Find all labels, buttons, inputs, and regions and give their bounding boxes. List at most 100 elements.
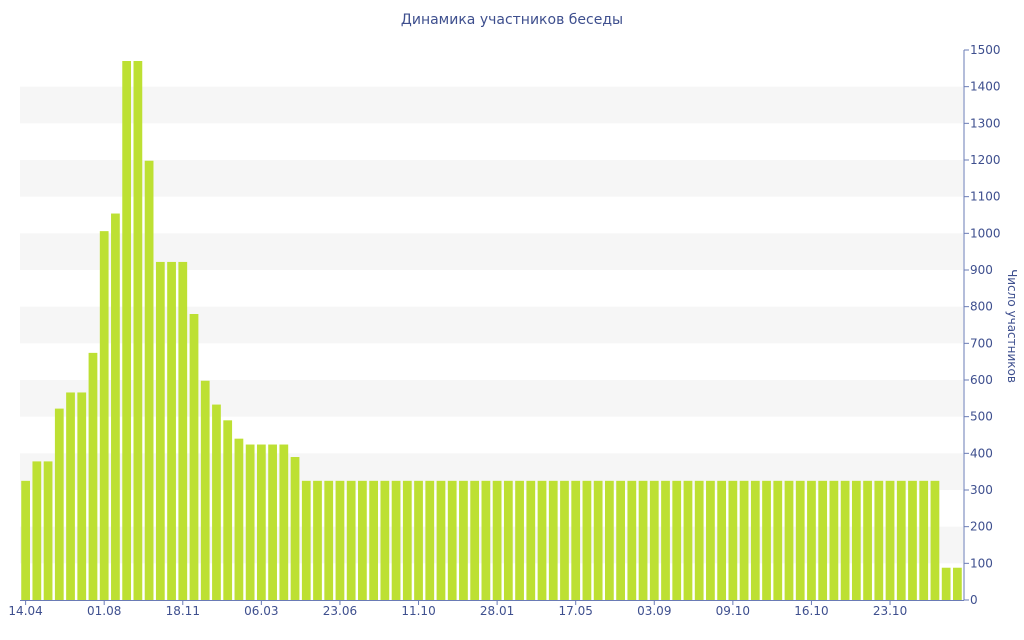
y-tick-label: 100 (970, 556, 993, 570)
y-tick-label: 1000 (970, 226, 1001, 240)
y-tick-label: 500 (970, 410, 993, 424)
bar (896, 480, 906, 600)
grid-band (20, 86, 963, 124)
x-tick-label: 28.01 (480, 604, 514, 618)
x-tick-label: 11.10 (401, 604, 435, 618)
bar (638, 480, 648, 600)
bar (492, 480, 502, 600)
bar (313, 480, 322, 600)
y-tick-label: 0 (970, 593, 978, 607)
y-tick-label: 1100 (970, 190, 1001, 204)
bar (661, 480, 670, 600)
x-tick-label: 23.10 (873, 604, 907, 618)
bar (256, 444, 266, 600)
bar (694, 480, 704, 600)
x-tick-label: 06.03 (244, 604, 278, 618)
bar (807, 480, 816, 600)
bar (290, 457, 300, 600)
y-tick-label: 700 (970, 336, 993, 350)
bar (627, 480, 637, 600)
bar (402, 480, 412, 600)
bar (178, 261, 188, 600)
bar (840, 480, 850, 600)
x-tick-label: 16.10 (794, 604, 828, 618)
y-tick-label: 1200 (970, 153, 1001, 167)
bar (593, 480, 603, 600)
grid-bands (20, 86, 963, 564)
grid-band (20, 526, 963, 564)
x-tick-label: 23.06 (323, 604, 357, 618)
chart-title: Динамика участников беседы (400, 12, 624, 28)
bar (930, 480, 940, 600)
bar (560, 480, 569, 600)
bar (189, 314, 199, 600)
y-tick-label: 900 (970, 263, 993, 277)
bar (863, 480, 872, 600)
bar (795, 480, 805, 600)
bar-series (21, 61, 962, 601)
grid-band (20, 160, 963, 197)
bar (324, 480, 334, 600)
bar (447, 480, 457, 600)
bar (346, 480, 356, 600)
bar (582, 480, 592, 600)
bar (874, 480, 884, 600)
bar (717, 480, 727, 600)
bar (548, 480, 558, 600)
bar (851, 480, 861, 600)
x-tick-label: 01.08 (87, 604, 121, 618)
bar (200, 380, 210, 600)
bar (223, 420, 233, 600)
bar (885, 480, 895, 600)
bar (571, 480, 581, 600)
x-tick-label: 18.11 (166, 604, 200, 618)
y-axis: 0 100 200 300 400 500 600 700 800 900 1000 1100 1200… (963, 43, 1001, 607)
bar (380, 480, 390, 600)
bar (537, 480, 547, 600)
bar (605, 480, 614, 600)
bar (739, 480, 749, 600)
bar (111, 213, 120, 600)
bar (953, 567, 962, 600)
y-tick-label: 300 (970, 483, 993, 497)
bar (32, 461, 42, 600)
bar (122, 61, 132, 600)
bar (279, 444, 289, 600)
bar (369, 480, 379, 600)
bar (829, 480, 839, 600)
bar (750, 480, 760, 600)
bar (133, 61, 143, 600)
grid-band (20, 380, 963, 417)
x-tick-label: 17.05 (559, 604, 593, 618)
bar (212, 404, 221, 600)
bar (88, 352, 98, 600)
bar (21, 480, 30, 600)
bar (335, 480, 345, 600)
y-tick-label: 800 (970, 300, 993, 314)
x-tick-label: 14.04 (8, 604, 42, 618)
grid-band (20, 233, 963, 270)
bar (706, 480, 715, 600)
bar (234, 438, 244, 600)
bar (762, 480, 771, 600)
y-axis-title: Число участников (1005, 269, 1019, 383)
bar (77, 392, 87, 600)
bar (66, 392, 75, 600)
bar (672, 480, 682, 600)
bar (155, 261, 165, 600)
y-tick-label: 1400 (970, 80, 1001, 94)
grid-band (20, 453, 963, 490)
bar (919, 480, 929, 600)
bar (773, 480, 783, 600)
bar (481, 480, 491, 600)
bar (941, 567, 951, 600)
bar (144, 160, 154, 601)
bar (358, 480, 367, 600)
bar (908, 480, 917, 600)
grid-band (20, 306, 963, 344)
bar (503, 480, 513, 600)
bar (167, 261, 176, 600)
bar (459, 480, 468, 600)
bar (268, 444, 277, 600)
